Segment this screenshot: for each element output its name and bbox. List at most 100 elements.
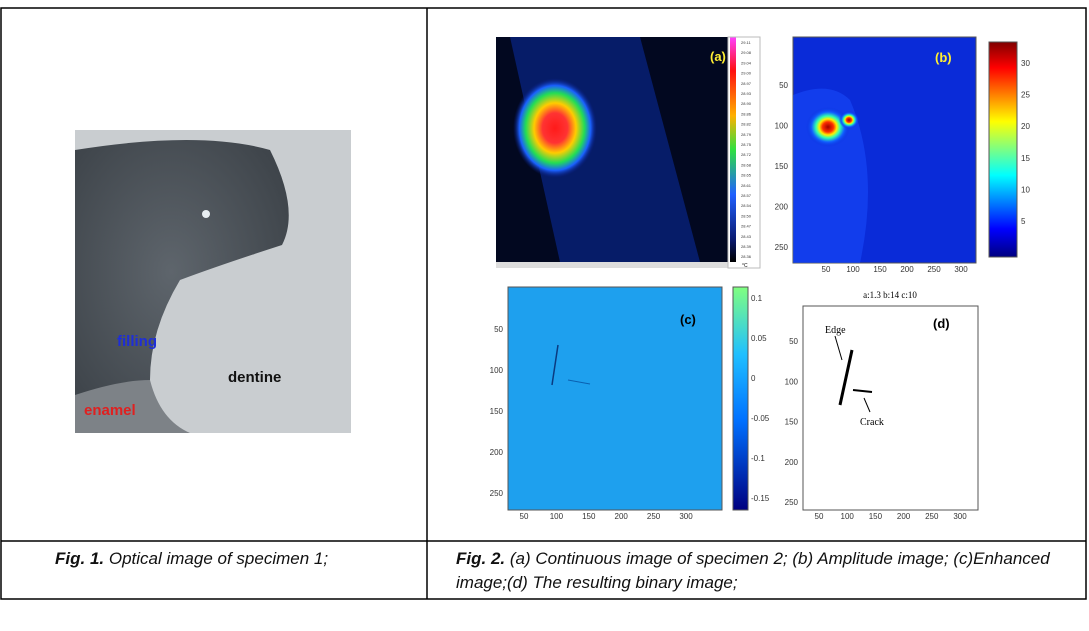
colorbar-tick-label: 28.61 [741,183,752,188]
panel-title: a:1.3 b:14 c:10 [863,290,917,300]
caption-fig1: Fig. 1. Optical image of specimen 1; [55,547,328,571]
x-tick-label: 100 [550,512,564,521]
colorbar-tick-label: 30 [1021,59,1030,68]
y-tick-label: 250 [785,498,799,507]
enamel-region [75,380,190,433]
y-tick-label: 100 [775,122,789,131]
y-tick-label: 200 [490,448,504,457]
colorbar-tick-label: 28.93 [741,91,752,96]
unit: °C [742,263,748,269]
colorbar-tick-label: 28.43 [741,234,752,239]
panel-tag: (a) [710,49,726,64]
x-tick-label: 50 [822,265,831,274]
colorbar-tick-label: 10 [1021,185,1030,194]
colorbar-tick-label: 28.47 [741,224,752,229]
crack-trace [567,379,591,385]
x-tick-label: 300 [679,512,693,521]
tooth-region [75,140,289,433]
y-tick-label: 150 [785,418,799,427]
colorbar-tick-label: 28.97 [741,81,752,86]
colorbar-tick-label: 15 [1021,154,1030,163]
binary-image [802,305,979,511]
y-tick-label: 200 [775,203,789,212]
x-tick-label: 200 [897,512,911,521]
colorbar-tick-label: 28.86 [741,111,752,116]
colorbar-tick-label: 28.82 [741,122,752,127]
colorbar-tick-label: 0 [751,374,756,383]
edge-trace [551,344,559,386]
x-tick-label: 250 [925,512,939,521]
x-tick-label: 150 [873,265,887,274]
colorbar-tick-label: 28.68 [741,162,752,167]
caption-label: Fig. 2. [456,549,506,568]
x-tick-label: 300 [953,512,967,521]
arrow [863,397,871,413]
caption-text: Optical image of specimen 1; [104,549,329,568]
colorbar-tick-label: -0.1 [751,454,765,463]
y-tick-label: 50 [779,81,788,90]
colorbar-tick-label: 29.11 [741,40,751,45]
arrow [834,335,843,361]
colorbar-tick-label: 28.39 [741,244,752,249]
x-tick-label: 250 [647,512,661,521]
label-enamel: enamel [84,402,136,419]
y-tick-label: 250 [490,489,504,498]
annotation: Crack [860,417,884,428]
y-tick-label: 50 [789,337,798,346]
colorbar-tick-label: 28.54 [741,203,752,208]
colorbar-tick-label: 28.75 [741,142,752,147]
x-tick-label: 300 [954,265,968,274]
x-tick-label: 150 [869,512,883,521]
x-tick-label: 100 [846,265,860,274]
x-tick-label: 50 [520,512,529,521]
colorbar-tick-label: 28.57 [741,193,752,198]
y-tick-label: 150 [775,162,789,171]
hot-spot [513,78,597,178]
caption-text: (a) Continuous image of specimen 2; (b) … [456,549,1050,592]
hot-spot [806,107,850,147]
label-dentine: dentine [228,369,281,386]
label-filling: filling [117,333,157,350]
colorbar-tick-label: 5 [1021,217,1026,226]
colorbar-tick-label: 28.72 [741,152,752,157]
scrollbar [496,262,728,268]
crack-trace [852,389,873,393]
colorbar-tick-label: -0.05 [751,414,770,423]
caption-fig2: Fig. 2. (a) Continuous image of specimen… [456,547,1076,595]
colorbar-tick-label: 28.36 [741,254,752,259]
colorbar-tick-label: 29.04 [741,60,752,65]
panel-tag: (c) [680,312,696,327]
annotation: Edge [825,325,846,336]
colorbar-tick-label: 28.90 [741,101,752,106]
colorbar-c [732,286,749,511]
x-tick-label: 200 [615,512,629,521]
x-tick-label: 150 [582,512,596,521]
colorbar-b [988,41,1018,258]
y-tick-label: 50 [494,325,503,334]
x-tick-label: 200 [900,265,914,274]
colorbar-tick-label: 29.00 [741,71,752,76]
colorbar-tick-label: 0.05 [751,334,767,343]
colorbar-tick-label: 28.50 [741,213,752,218]
colorbar-tick-label: 20 [1021,122,1030,131]
caption-label: Fig. 1. [55,549,105,568]
y-tick-label: 250 [775,243,789,252]
y-tick-label: 200 [785,458,799,467]
colorbar-a [730,37,736,262]
enhanced-image [507,286,723,511]
table-border [0,7,1087,600]
colorbar-tick-label: 29.08 [741,50,752,55]
hot-spot [839,111,859,129]
x-tick-label: 100 [841,512,855,521]
colorbar-tick-label: 0.1 [751,294,763,303]
panel-tag: (b) [935,50,952,65]
panel-tag: (d) [933,316,950,331]
y-tick-label: 100 [785,377,799,386]
x-tick-label: 250 [927,265,941,274]
colorbar-frame [727,36,761,269]
y-tick-label: 150 [490,407,504,416]
edge-trace [838,349,854,406]
x-tick-label: 50 [815,512,824,521]
colorbar-tick-label: 25 [1021,91,1030,100]
